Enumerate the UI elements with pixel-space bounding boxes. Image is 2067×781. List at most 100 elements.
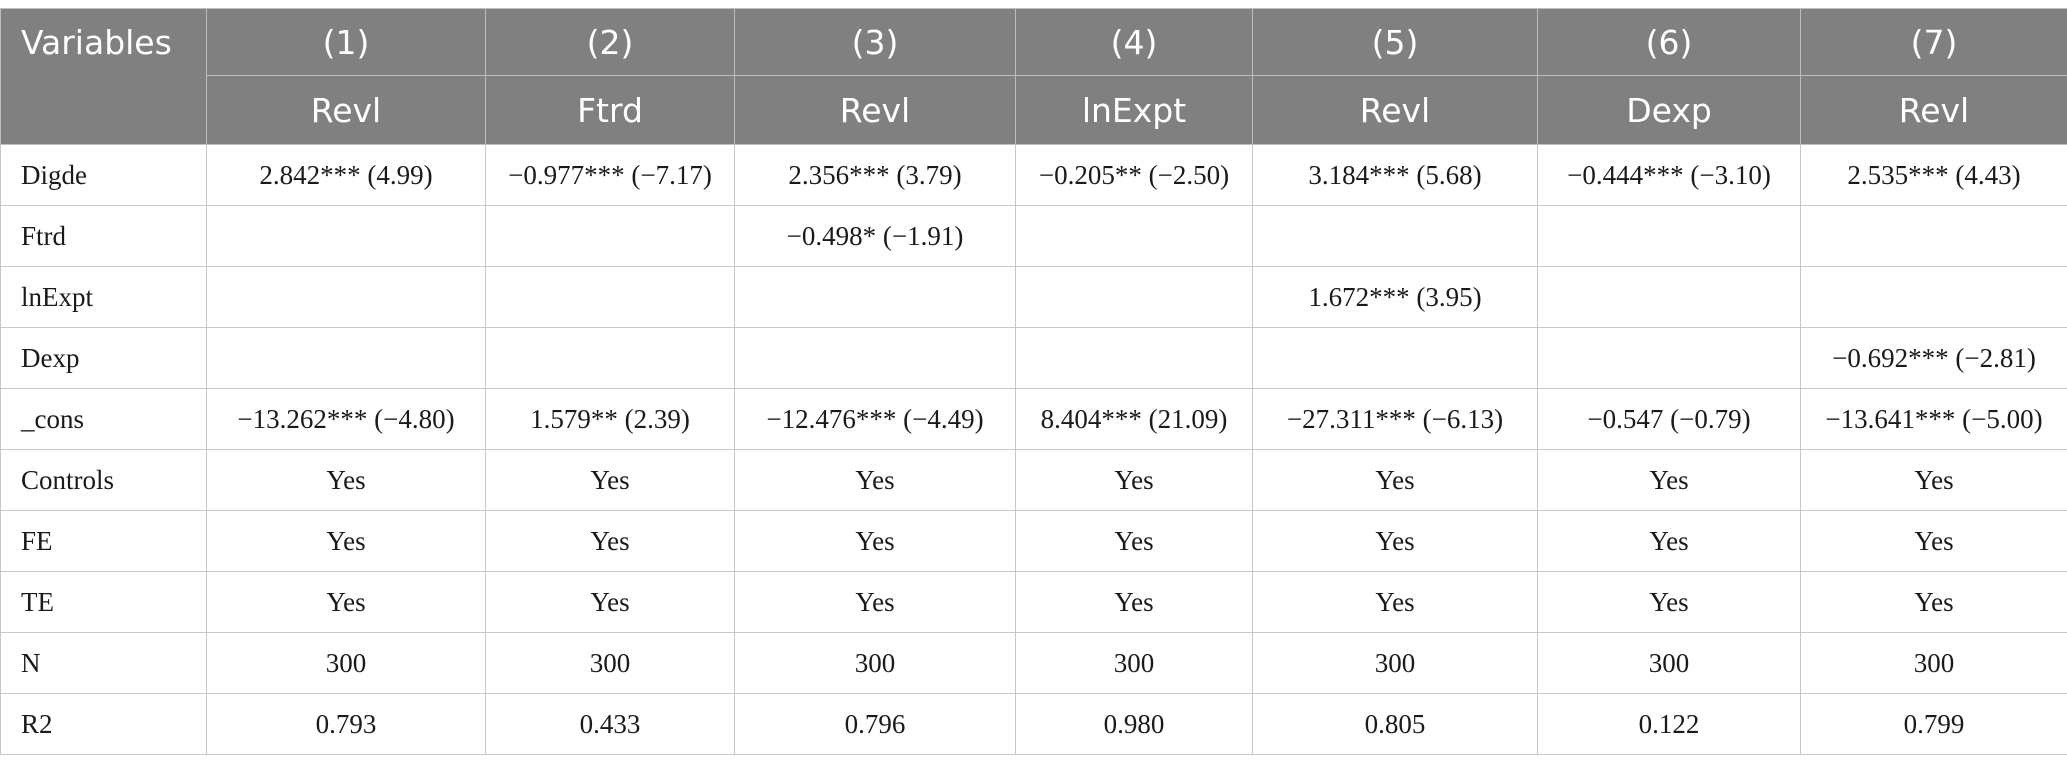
table-cell: −13.641*** (−5.00) <box>1800 388 2067 450</box>
table-cell <box>206 205 486 267</box>
table-cell: 0.796 <box>734 693 1016 755</box>
table-cell: Yes <box>1015 449 1253 511</box>
column-number-3: (3) <box>734 8 1016 76</box>
table-cell: 0.433 <box>485 693 735 755</box>
table-cell <box>1252 205 1538 267</box>
table-cell: −0.692*** (−2.81) <box>1800 327 2067 389</box>
table-cell: Yes <box>1800 449 2067 511</box>
row-label: Digde <box>0 144 207 206</box>
table-cell <box>734 266 1016 328</box>
table-cell: Yes <box>734 449 1016 511</box>
dependent-var-3: Revl <box>734 75 1016 145</box>
table-row: N 300 300 300 300 300 300 300 <box>0 632 2067 694</box>
table-cell <box>1015 327 1253 389</box>
table-header: Variables (1) (2) (3) (4) (5) (6) (7) Re… <box>0 8 2067 145</box>
table-cell <box>485 266 735 328</box>
table-cell <box>206 266 486 328</box>
table-cell: Yes <box>1252 571 1538 633</box>
table-row: Ftrd −0.498* (−1.91) <box>0 205 2067 267</box>
table-cell: 300 <box>485 632 735 694</box>
table-row: FE Yes Yes Yes Yes Yes Yes Yes <box>0 510 2067 572</box>
column-number-6: (6) <box>1537 8 1801 76</box>
table-row: lnExpt 1.672*** (3.95) <box>0 266 2067 328</box>
table-body: Digde 2.842*** (4.99) −0.977*** (−7.17) 2.3… <box>0 144 2067 755</box>
table-cell: Yes <box>1015 571 1253 633</box>
table-row: _cons −13.262*** (−4.80) 1.579** (2.39) −12… <box>0 388 2067 450</box>
table-cell: 8.404*** (21.09) <box>1015 388 1253 450</box>
table-cell: 1.672*** (3.95) <box>1252 266 1538 328</box>
table-row: Controls Yes Yes Yes Yes Yes Yes Yes <box>0 449 2067 511</box>
table-cell: −0.498* (−1.91) <box>734 205 1016 267</box>
table-cell: −0.547 (−0.79) <box>1537 388 1801 450</box>
table-cell <box>1015 205 1253 267</box>
table-cell <box>1800 205 2067 267</box>
dependent-var-4: lnExpt <box>1015 75 1253 145</box>
table-cell: 300 <box>1800 632 2067 694</box>
row-label: Ftrd <box>0 205 207 267</box>
table-cell: 2.356*** (3.79) <box>734 144 1016 206</box>
table-cell: 0.805 <box>1252 693 1538 755</box>
table-row: Digde 2.842*** (4.99) −0.977*** (−7.17) 2.3… <box>0 144 2067 206</box>
table-row: Dexp −0.692*** (−2.81) <box>0 327 2067 389</box>
table-cell: Yes <box>1537 510 1801 572</box>
table-cell <box>1800 266 2067 328</box>
table-cell: 300 <box>734 632 1016 694</box>
table-cell: 2.535*** (4.43) <box>1800 144 2067 206</box>
row-label: TE <box>0 571 207 633</box>
table-cell <box>1252 327 1538 389</box>
table-cell: −27.311*** (−6.13) <box>1252 388 1538 450</box>
column-number-7: (7) <box>1800 8 2067 76</box>
table-cell: Yes <box>206 571 486 633</box>
dependent-var-6: Dexp <box>1537 75 1801 145</box>
regression-table-container: Variables (1) (2) (3) (4) (5) (6) (7) Re… <box>0 8 2067 755</box>
table-cell: Yes <box>734 510 1016 572</box>
table-cell: Yes <box>206 510 486 572</box>
table-row: R2 0.793 0.433 0.796 0.980 0.805 0.122 0.799 <box>0 693 2067 755</box>
table-cell: 3.184*** (5.68) <box>1252 144 1538 206</box>
table-cell: 300 <box>1537 632 1801 694</box>
table-row: TE Yes Yes Yes Yes Yes Yes Yes <box>0 571 2067 633</box>
table-cell: −12.476*** (−4.49) <box>734 388 1016 450</box>
table-cell: 300 <box>206 632 486 694</box>
table-cell <box>1537 205 1801 267</box>
table-cell: −0.444*** (−3.10) <box>1537 144 1801 206</box>
table-cell: Yes <box>1800 571 2067 633</box>
dependent-var-2: Ftrd <box>485 75 735 145</box>
row-label: lnExpt <box>0 266 207 328</box>
table-cell <box>485 205 735 267</box>
dependent-var-1: Revl <box>206 75 486 145</box>
table-cell: 0.793 <box>206 693 486 755</box>
table-cell: 0.799 <box>1800 693 2067 755</box>
row-label: R2 <box>0 693 207 755</box>
column-number-5: (5) <box>1252 8 1538 76</box>
variables-header: Variables <box>0 8 207 145</box>
table-cell: −0.977*** (−7.17) <box>485 144 735 206</box>
table-cell: 0.122 <box>1537 693 1801 755</box>
table-cell: 1.579** (2.39) <box>485 388 735 450</box>
column-number-2: (2) <box>485 8 735 76</box>
table-cell: −13.262*** (−4.80) <box>206 388 486 450</box>
table-cell: Yes <box>734 571 1016 633</box>
table-cell: Yes <box>1252 510 1538 572</box>
table-cell <box>734 327 1016 389</box>
table-cell: Yes <box>206 449 486 511</box>
dependent-var-7: Revl <box>1800 75 2067 145</box>
table-cell: Yes <box>485 571 735 633</box>
column-number-4: (4) <box>1015 8 1253 76</box>
column-number-row: Variables (1) (2) (3) (4) (5) (6) (7) <box>0 8 2067 145</box>
table-cell: Yes <box>1537 449 1801 511</box>
table-cell: −0.205** (−2.50) <box>1015 144 1253 206</box>
row-label: N <box>0 632 207 694</box>
column-number-1: (1) <box>206 8 486 76</box>
table-cell <box>206 327 486 389</box>
table-cell: 2.842*** (4.99) <box>206 144 486 206</box>
table-cell: Yes <box>1252 449 1538 511</box>
row-label: Controls <box>0 449 207 511</box>
table-cell <box>1015 266 1253 328</box>
table-cell: Yes <box>1800 510 2067 572</box>
row-label: _cons <box>0 388 207 450</box>
table-cell: Yes <box>1015 510 1253 572</box>
table-cell <box>1537 266 1801 328</box>
regression-results-table: Variables (1) (2) (3) (4) (5) (6) (7) Re… <box>0 8 2067 755</box>
table-cell: 300 <box>1252 632 1538 694</box>
